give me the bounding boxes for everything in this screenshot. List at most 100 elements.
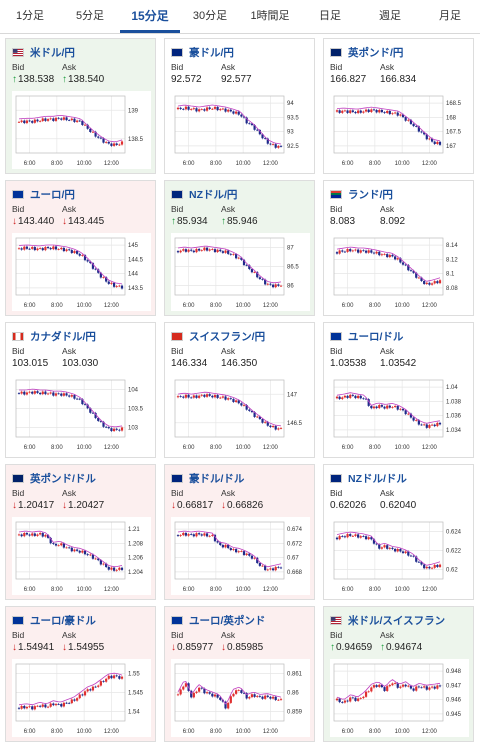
currency-card[interactable]: 米ドル/円 Bid Ask ↑138.538 ↑138.540 6:00 8:00 10:00… <box>5 38 156 174</box>
candle <box>425 566 428 569</box>
price-chart[interactable]: 6:00 8:00 10:00 12:00 0.861 0.86 0.859 <box>171 659 310 737</box>
pair-name[interactable]: 英ポンド/円 <box>348 46 404 59</box>
currency-card[interactable]: 英ポンド/ドル Bid Ask ↓1.20417 ↓1.20427 6:00 8:00 10:… <box>5 464 156 600</box>
currency-pair[interactable]: スイスフラン/円 <box>171 329 265 343</box>
currency-pair[interactable]: カナダドル/円 <box>12 329 96 343</box>
pair-name[interactable]: ユーロ/英ポンド <box>189 614 266 627</box>
pair-name[interactable]: スイスフラン/円 <box>189 330 266 343</box>
candle <box>115 143 118 145</box>
candle <box>211 693 214 697</box>
tab-1hour[interactable]: 1時間足 <box>250 10 290 22</box>
pair-name[interactable]: ユーロ/円 <box>30 188 75 201</box>
candle <box>52 703 55 706</box>
tab-1min[interactable]: 1分足 <box>15 10 45 22</box>
x-tick-label: 10:00 <box>77 587 93 593</box>
bid-value: ↓0.66817 <box>171 500 213 511</box>
bid-price: 1.20417 <box>18 500 55 511</box>
pair-name[interactable]: NZドル/円 <box>189 188 238 201</box>
pair-name[interactable]: 豪ドル/ドル <box>189 472 245 485</box>
currency-pair[interactable]: 米ドル/スイスフラン <box>330 613 445 627</box>
price-chart[interactable]: 6:00 8:00 10:00 12:00 104 103.5 103 <box>12 375 151 453</box>
tab-15min[interactable]: 15分足 <box>120 0 180 33</box>
currency-pair[interactable]: ユーロ/ドル <box>330 329 403 343</box>
bid-price: 0.66817 <box>177 500 214 511</box>
currency-card[interactable]: ユーロ/英ポンド Bid Ask ↓0.85977 ↓0.85985 6:00 8:00 10… <box>164 606 315 742</box>
candle <box>229 109 232 112</box>
candle <box>349 249 352 252</box>
candle <box>99 420 102 422</box>
price-chart[interactable]: 6:00 8:00 10:00 12:00 147 146.5 <box>171 375 310 453</box>
currency-pair[interactable]: NZドル/ドル <box>330 471 407 485</box>
candle <box>81 694 84 696</box>
price-chart[interactable]: 6:00 8:00 10:00 12:00 139 138.5 <box>12 91 151 169</box>
currency-card[interactable]: 豪ドル/ドル Bid Ask ↓0.66817 ↓0.66826 6:00 8:00 10:0… <box>164 464 315 600</box>
candle <box>235 111 238 114</box>
currency-pair[interactable]: ユーロ/英ポンド <box>171 613 265 627</box>
pair-name[interactable]: 英ポンド/ドル <box>30 472 96 485</box>
candle <box>23 705 26 709</box>
x-tick-label: 6:00 <box>24 303 36 309</box>
price-chart[interactable]: 6:00 8:00 10:00 12:00 145 144.5 144 143.5 <box>12 233 151 311</box>
price-chart[interactable]: 6:00 8:00 10:00 12:00 168.5 168 167.5 167 <box>330 91 469 169</box>
price-chart[interactable]: 6:00 8:00 10:00 12:00 0.624 0.622 0.62 <box>330 517 469 595</box>
currency-card[interactable]: 豪ドル/円 Bid Ask 92.572 92.577 6:00 8:00 10:00 12:0… <box>164 38 315 174</box>
price-chart[interactable]: 6:00 8:00 10:00 12:00 8.14 8.12 8.1 8.08 <box>330 233 469 311</box>
currency-card[interactable]: ランド/円 Bid Ask 8.083 8.092 6:00 8:00 10:00 12:00 8… <box>323 180 474 316</box>
currency-pair[interactable]: ランド/円 <box>330 187 393 201</box>
price-chart[interactable]: 6:00 8:00 10:00 12:00 94 93.5 93 92.5 <box>171 91 310 169</box>
tab-weekly[interactable]: 週足 <box>379 10 401 22</box>
x-tick-label: 12:00 <box>422 303 438 309</box>
pair-name[interactable]: 米ドル/スイスフラン <box>348 614 446 627</box>
currency-card[interactable]: ユーロ/円 Bid Ask ↓143.440 ↓143.445 6:00 8:00 10:00… <box>5 180 156 316</box>
candle <box>343 251 347 253</box>
candle <box>83 550 87 555</box>
currency-card[interactable]: NZドル/ドル Bid Ask 0.62026 0.62040 6:00 8:00 10:00… <box>323 464 474 600</box>
currency-pair[interactable]: NZドル/円 <box>171 187 237 201</box>
price-chart[interactable]: 6:00 8:00 10:00 12:00 0.948 0.947 0.946 0.945 <box>330 659 469 737</box>
price-chart[interactable]: 6:00 8:00 10:00 12:00 1.04 1.038 1.036 1.034 <box>330 375 469 453</box>
bid-price: 1.54941 <box>18 642 55 653</box>
currency-pair[interactable]: 豪ドル/ドル <box>171 471 244 485</box>
tab-daily[interactable]: 日足 <box>319 10 341 22</box>
currency-pair[interactable]: 米ドル/円 <box>12 45 75 59</box>
price-chart[interactable]: 6:00 8:00 10:00 12:00 1.55 1.545 1.54 <box>12 659 151 737</box>
pair-name[interactable]: ランド/円 <box>348 188 393 201</box>
y-tick-label: 0.672 <box>287 541 303 547</box>
candle <box>195 691 198 693</box>
currency-pair[interactable]: ユーロ/円 <box>12 187 75 201</box>
currency-pair[interactable]: 英ポンド/ドル <box>12 471 96 485</box>
pair-name[interactable]: 豪ドル/円 <box>189 46 234 59</box>
pair-name[interactable]: ユーロ/ドル <box>348 330 404 343</box>
bid-price: 1.03538 <box>330 358 367 369</box>
price-chart[interactable]: 6:00 8:00 10:00 12:00 0.674 0.672 0.67 0.668 <box>171 517 310 595</box>
currency-card[interactable]: 英ポンド/円 Bid Ask 166.827 166.834 6:00 8:00 10:00 1… <box>323 38 474 174</box>
candle <box>240 257 243 260</box>
currency-card[interactable]: 米ドル/スイスフラン Bid Ask ↑0.94659 ↑0.94674 6:00 8:00… <box>323 606 474 742</box>
pair-name[interactable]: NZドル/ドル <box>348 472 407 485</box>
pair-name[interactable]: 米ドル/円 <box>30 46 75 59</box>
candle <box>107 566 110 570</box>
currency-card[interactable]: ユーロ/ドル Bid Ask 1.03538 1.03542 6:00 8:00 10:00 1… <box>323 322 474 458</box>
currency-card[interactable]: ユーロ/豪ドル Bid Ask ↓1.54941 ↓1.54955 6:00 8:00 10:… <box>5 606 156 742</box>
chart-frame <box>333 95 444 154</box>
currency-card[interactable]: スイスフラン/円 Bid Ask 146.334 146.350 6:00 8:00 10:0… <box>164 322 315 458</box>
pair-name[interactable]: ユーロ/豪ドル <box>30 614 96 627</box>
candle <box>261 696 264 699</box>
candle <box>396 406 399 410</box>
currency-pair[interactable]: 豪ドル/円 <box>171 45 234 59</box>
candle <box>341 250 344 252</box>
tab-30min[interactable]: 30分足 <box>192 10 228 22</box>
currency-card[interactable]: カナダドル/円 Bid Ask 103.015 103.030 6:00 8:00 10:00… <box>5 322 156 458</box>
candle <box>394 112 397 114</box>
candle <box>115 286 118 287</box>
candle <box>433 141 436 144</box>
tab-monthly[interactable]: 月足 <box>439 10 461 22</box>
tab-5min[interactable]: 5分足 <box>75 10 105 22</box>
pair-name[interactable]: カナダドル/円 <box>30 330 96 343</box>
currency-card[interactable]: NZドル/円 Bid Ask ↑85.934 ↑85.946 6:00 8:00 10:00 1… <box>164 180 315 316</box>
currency-pair[interactable]: ユーロ/豪ドル <box>12 613 96 627</box>
currency-pair[interactable]: 英ポンド/円 <box>330 45 403 59</box>
price-chart[interactable]: 6:00 8:00 10:00 12:00 1.21 1.208 1.206 1.204 <box>12 517 151 595</box>
price-chart[interactable]: 6:00 8:00 10:00 12:00 87 86.5 86 <box>171 233 310 311</box>
candle <box>430 686 434 688</box>
